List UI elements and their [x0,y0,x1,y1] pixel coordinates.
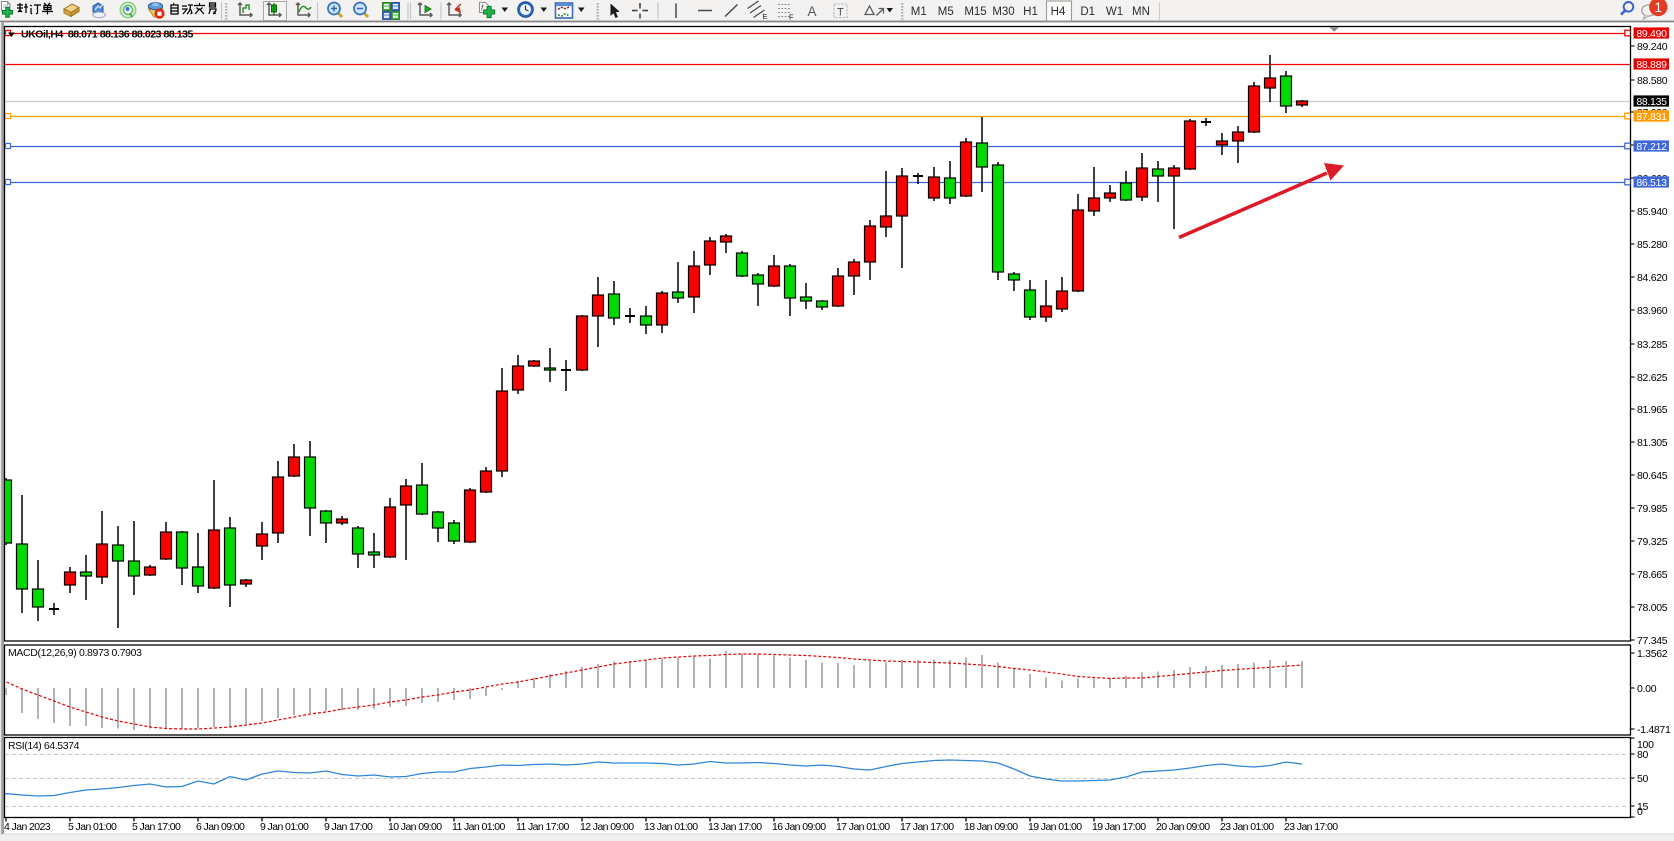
svg-text:87.831: 87.831 [1636,111,1667,123]
svg-text:E: E [763,12,768,21]
svg-text:f: f [481,4,484,13]
svg-text:5 Jan 17:00: 5 Jan 17:00 [132,821,181,833]
svg-text:85.280: 85.280 [1637,239,1668,251]
svg-text:9 Jan 01:00: 9 Jan 01:00 [260,821,309,833]
svg-text:88.135: 88.135 [1636,96,1667,108]
svg-text:12 Jan 09:00: 12 Jan 09:00 [580,821,634,833]
svg-text:79.985: 79.985 [1637,503,1668,515]
svg-text:0.00: 0.00 [1637,683,1657,695]
svg-text:19 Jan 01:00: 19 Jan 01:00 [1028,821,1082,833]
svg-text:100: 100 [1637,739,1654,751]
svg-text:78.005: 78.005 [1637,602,1668,614]
svg-text:D1: D1 [1080,6,1095,18]
svg-text:81.965: 81.965 [1637,404,1668,416]
svg-text:88.889: 88.889 [1636,59,1667,71]
svg-text:11 Jan 01:00: 11 Jan 01:00 [452,821,505,833]
svg-text:F: F [789,13,794,22]
svg-text:80: 80 [1637,749,1649,761]
svg-text:5 Jan 01:00: 5 Jan 01:00 [68,821,117,833]
svg-text:H4: H4 [1051,6,1066,18]
svg-text:MACD(12,26,9) 0.8973 0.7903: MACD(12,26,9) 0.8973 0.7903 [8,647,142,659]
svg-text:23 Jan 17:00: 23 Jan 17:00 [1284,821,1338,833]
svg-text:A: A [808,4,817,19]
svg-text:9 Jan 17:00: 9 Jan 17:00 [324,821,373,833]
svg-text:89.240: 89.240 [1637,41,1668,53]
svg-text:M15: M15 [964,6,986,18]
svg-text:81.305: 81.305 [1637,437,1668,449]
svg-text:M30: M30 [992,6,1014,18]
svg-text:11 Jan 17:00: 11 Jan 17:00 [516,821,569,833]
svg-text:1.3562: 1.3562 [1637,648,1668,660]
svg-text:78.665: 78.665 [1637,569,1668,581]
svg-text:20 Jan 09:00: 20 Jan 09:00 [1156,821,1210,833]
svg-text:85.940: 85.940 [1637,206,1668,218]
svg-text:83.960: 83.960 [1637,305,1668,317]
svg-text:W1: W1 [1106,6,1123,18]
svg-text:17 Jan 01:00: 17 Jan 01:00 [836,821,890,833]
svg-text:16 Jan 09:00: 16 Jan 09:00 [772,821,826,833]
svg-text:-1.4871: -1.4871 [1637,724,1671,736]
svg-text:4 Jan 2023: 4 Jan 2023 [4,821,51,833]
svg-text:23 Jan 01:00: 23 Jan 01:00 [1220,821,1274,833]
svg-text:15: 15 [1637,801,1649,813]
svg-text:H1: H1 [1023,6,1038,18]
svg-text:19 Jan 17:00: 19 Jan 17:00 [1092,821,1146,833]
svg-text:80.645: 80.645 [1637,470,1668,482]
svg-text:RSI(14) 64.5374: RSI(14) 64.5374 [8,740,80,752]
svg-text:M5: M5 [938,6,954,18]
svg-text:UKOil,H4 88.071 88.136 88.023: UKOil,H4 88.071 88.136 88.023 88.135 [21,29,194,41]
svg-text:79.325: 79.325 [1637,536,1668,548]
svg-text:T: T [837,7,844,19]
svg-text:17 Jan 17:00: 17 Jan 17:00 [900,821,954,833]
svg-text:6 Jan 09:00: 6 Jan 09:00 [196,821,245,833]
svg-text:M1: M1 [911,6,927,18]
svg-text:0: 0 [1637,806,1643,818]
svg-text:86.513: 86.513 [1636,177,1667,189]
svg-text:1: 1 [1655,0,1663,15]
svg-text:10 Jan 09:00: 10 Jan 09:00 [388,821,442,833]
svg-text:13 Jan 17:00: 13 Jan 17:00 [708,821,762,833]
svg-text:83.285: 83.285 [1637,339,1668,351]
svg-text:82.625: 82.625 [1637,372,1668,384]
svg-text:88.580: 88.580 [1637,75,1668,87]
svg-text:87.212: 87.212 [1636,141,1667,153]
svg-text:77.345: 77.345 [1637,635,1668,647]
svg-text:18 Jan 09:00: 18 Jan 09:00 [964,821,1018,833]
svg-text:84.620: 84.620 [1637,272,1668,284]
svg-text:50: 50 [1637,773,1649,785]
svg-text:13 Jan 01:00: 13 Jan 01:00 [644,821,698,833]
svg-text:MN: MN [1132,6,1150,18]
svg-text:89.490: 89.490 [1636,28,1667,40]
